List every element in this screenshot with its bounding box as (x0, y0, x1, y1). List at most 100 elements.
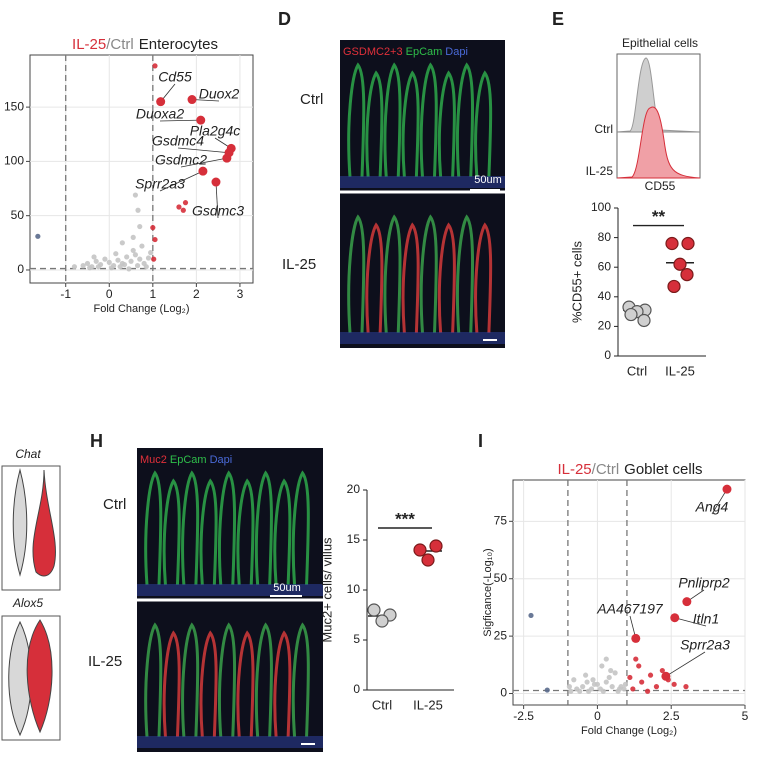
villus (199, 478, 218, 586)
dot (667, 279, 681, 294)
point (130, 247, 136, 254)
title: IL-25/Ctrl Enterocytes (72, 36, 218, 53)
gene-label: Chat (15, 447, 41, 461)
point (135, 207, 141, 213)
point (590, 677, 596, 683)
point (87, 265, 93, 271)
point (148, 250, 154, 256)
labeled-point (211, 177, 221, 187)
crypt-layer (137, 584, 323, 596)
labeled-point (631, 633, 641, 643)
image-title-part: EpCam (170, 454, 207, 466)
x-tick-label: 2.5 (663, 709, 680, 723)
villus (383, 62, 402, 178)
labeled-point (661, 671, 671, 681)
point (647, 672, 654, 678)
point (84, 260, 91, 267)
histogram-il25 (616, 106, 701, 179)
point (630, 686, 636, 692)
y-tick-label: 0 (604, 348, 611, 362)
villus (437, 70, 456, 178)
point (145, 255, 152, 261)
point (528, 612, 534, 619)
point (603, 679, 609, 685)
villus (236, 478, 255, 586)
y-axis-label: Muc2+ cells/ villus (319, 537, 334, 643)
y-tick-label: 100 (591, 200, 611, 214)
point-label: AA467197 (596, 601, 664, 617)
villus (273, 630, 292, 738)
villus (365, 70, 384, 178)
panel-label: I (478, 431, 483, 451)
violin (26, 619, 53, 734)
violin (12, 468, 28, 577)
villus (383, 214, 402, 334)
point (102, 256, 108, 262)
y-axis-label: Sigficance(-Log₁₀) (482, 548, 494, 636)
villus (419, 62, 438, 178)
leader-line (177, 147, 230, 154)
leader-line (159, 119, 201, 122)
x-axis-label: Fold Change (Log₂) (581, 725, 677, 737)
labeled-point (187, 95, 197, 105)
point (91, 254, 97, 260)
villus (419, 214, 438, 334)
point (594, 681, 601, 687)
y-tick-label: 80 (598, 230, 612, 244)
leader-line (674, 617, 707, 627)
y-tick-label: 15 (347, 532, 361, 546)
row-label: IL-25 (282, 256, 316, 273)
point (608, 667, 614, 674)
villus (474, 222, 493, 334)
villus (162, 478, 181, 586)
point (583, 672, 589, 678)
panel-label: H (90, 431, 103, 451)
point (622, 681, 629, 687)
point (113, 251, 119, 257)
histogram-label: Ctrl (594, 122, 613, 136)
point-label: Sprr2a3 (135, 176, 185, 192)
point (639, 679, 645, 685)
point (151, 256, 157, 262)
y-tick-label: 20 (598, 319, 612, 333)
x-tick-label: IL-25 (413, 697, 443, 712)
y-tick-label: 40 (598, 289, 612, 303)
point (571, 677, 577, 683)
y-tick-label: 50 (11, 208, 25, 222)
title-part: Goblet cells (624, 461, 702, 478)
point (653, 684, 660, 690)
labeled-point (670, 613, 680, 623)
point (121, 261, 128, 268)
y-tick-label: 100 (4, 154, 24, 168)
point-label: Duox2 (199, 86, 240, 102)
title-part: Enterocytes (139, 36, 218, 53)
point (577, 688, 583, 694)
dot (421, 553, 435, 567)
labeled-point (156, 97, 166, 107)
y-tick-label: 5 (353, 632, 360, 646)
x-tick-label: 0 (594, 709, 601, 723)
point (35, 233, 41, 239)
point (606, 674, 612, 681)
dot (413, 543, 427, 557)
point (130, 234, 136, 240)
x-tick-label: 5 (742, 709, 749, 723)
point (134, 263, 141, 269)
dot (665, 236, 679, 251)
x-tick-label: 3 (237, 287, 244, 301)
point (671, 681, 677, 687)
point (126, 266, 132, 272)
title-part: IL-25 (72, 36, 106, 53)
title-part: IL-25 (557, 461, 591, 478)
x-tick-label: 2 (193, 287, 200, 301)
point (580, 684, 586, 690)
villus (474, 70, 493, 178)
point-label: Itln1 (693, 611, 719, 627)
villus (291, 470, 310, 586)
row-label: IL-25 (88, 653, 122, 670)
point (132, 192, 139, 198)
image-title-part: Muc2 (140, 454, 167, 466)
villus (218, 622, 237, 738)
point (117, 264, 123, 270)
point (124, 254, 130, 260)
